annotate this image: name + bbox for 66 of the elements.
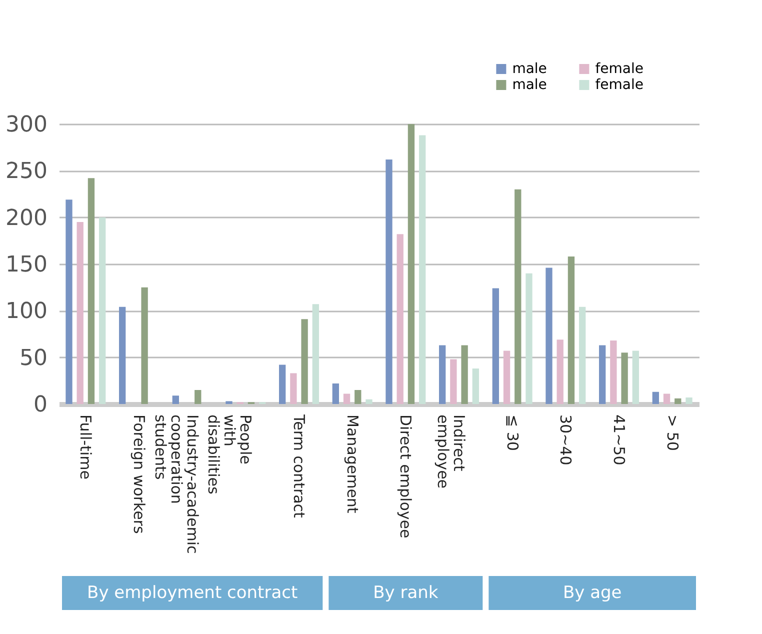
- bar: [419, 135, 426, 404]
- x-tick-label: Foreign workers: [130, 414, 148, 534]
- y-tick-label: 100: [6, 299, 48, 324]
- bar: [76, 222, 84, 404]
- legend-label: male: [512, 77, 547, 93]
- bar: [439, 345, 446, 404]
- bar: [663, 394, 670, 404]
- y-tick-label: 300: [6, 112, 48, 138]
- x-tick-label: Management: [343, 414, 362, 514]
- bar: [526, 273, 532, 404]
- y-tick-label: 250: [6, 159, 48, 184]
- legend-label: female: [595, 61, 644, 77]
- bar: [396, 234, 404, 404]
- bar: [674, 398, 682, 404]
- bar: [408, 124, 415, 404]
- bar: [386, 159, 392, 404]
- text: By rank: [373, 583, 438, 603]
- x-tick-label: > 50: [663, 414, 682, 451]
- bar: [301, 319, 308, 404]
- bar: [503, 350, 510, 404]
- bar: [579, 306, 586, 404]
- bar: [343, 394, 350, 404]
- bar: [366, 399, 372, 404]
- x-tick-label: Industry-academic cooperation students: [151, 414, 202, 554]
- bar: [492, 288, 499, 404]
- bar: [119, 306, 126, 404]
- bar: [66, 200, 72, 404]
- x-tick-label: Indirect employee: [434, 414, 468, 489]
- x-tick-label: ≦ 30: [503, 414, 522, 451]
- bar: [514, 189, 522, 404]
- bar: [472, 368, 479, 404]
- text: By age: [562, 583, 622, 603]
- bar: [599, 345, 606, 404]
- x-tick-label: 30~40: [556, 414, 575, 466]
- bar: [332, 383, 339, 404]
- bar: [312, 304, 319, 404]
- y-tick-label: 0: [34, 392, 48, 418]
- bar: [546, 268, 552, 404]
- bar: [99, 217, 106, 404]
- bar: [556, 340, 564, 404]
- x-tick-label: 41~50: [610, 414, 628, 466]
- legend-label: female: [595, 77, 644, 93]
- bar: [141, 287, 148, 404]
- y-tick-label: 50: [20, 346, 48, 371]
- bar: [279, 364, 286, 404]
- bar: [194, 390, 202, 404]
- bar: [88, 178, 95, 404]
- bar: [621, 352, 628, 404]
- bar: [172, 396, 179, 404]
- bar: [652, 392, 659, 404]
- bar: [568, 256, 575, 404]
- bar: [610, 340, 617, 404]
- x-tick-label: Term contract: [290, 414, 308, 518]
- legend-label: male: [512, 61, 547, 77]
- y-tick-label: 200: [6, 206, 48, 231]
- bar: [290, 373, 297, 404]
- bar: [686, 397, 692, 404]
- bar: [354, 390, 362, 404]
- x-tick-label: Direct employee: [396, 414, 415, 538]
- bar: [226, 401, 232, 404]
- x-tick-label: Full-time: [76, 414, 95, 480]
- bar: [632, 350, 639, 404]
- y-tick-label: 150: [6, 252, 48, 278]
- text: By employment contract: [87, 583, 298, 603]
- bar: [450, 359, 457, 404]
- bar: [461, 345, 468, 404]
